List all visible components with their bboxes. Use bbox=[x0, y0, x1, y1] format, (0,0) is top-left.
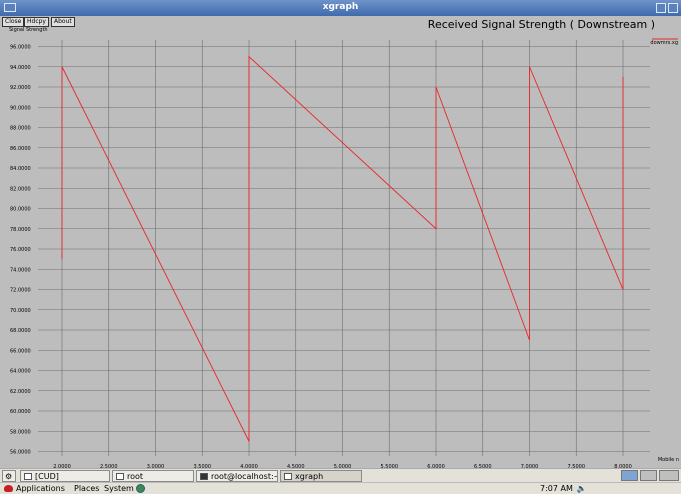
y-tick-label: 88.0000 bbox=[10, 126, 31, 132]
y-tick-label: 84.0000 bbox=[10, 166, 31, 172]
y-tick-label: 70.0000 bbox=[10, 308, 31, 314]
browser-launcher[interactable] bbox=[136, 484, 145, 494]
x-tick-label: 6.5000 bbox=[474, 464, 492, 468]
x-tick-label: 7.5000 bbox=[568, 464, 586, 468]
close-button[interactable]: Close bbox=[2, 17, 25, 27]
x-tick-label: 8.0000 bbox=[614, 464, 632, 468]
volume-icon[interactable]: 🔈 bbox=[576, 484, 587, 493]
web-browser-icon bbox=[136, 484, 145, 493]
applications-menu[interactable]: Applications bbox=[4, 484, 65, 493]
plot-area: Close Hdcpy About Received Signal Streng… bbox=[0, 16, 681, 468]
y-tick-label: 58.0000 bbox=[10, 429, 31, 435]
about-button[interactable]: About bbox=[51, 17, 75, 27]
y-tick-label: 80.0000 bbox=[10, 207, 31, 213]
y-tick-label: 92.0000 bbox=[10, 85, 31, 91]
window-menu-icon[interactable] bbox=[4, 3, 16, 12]
x-tick-label: 5.0000 bbox=[334, 464, 352, 468]
y-tick-label: 62.0000 bbox=[10, 389, 31, 395]
folder-icon bbox=[116, 473, 124, 480]
y-tick-label: 74.0000 bbox=[10, 267, 31, 273]
top-panel: Applications Places System 7:07 AM 🔈 bbox=[0, 482, 681, 494]
task-label: xgraph bbox=[295, 472, 324, 481]
task-xgraph[interactable]: xgraph bbox=[280, 470, 362, 482]
x-tick-label: 4.0000 bbox=[240, 464, 258, 468]
task-label: root@localhost:~ bbox=[211, 472, 278, 481]
signal-strength-chart: 56.0000 58.0000 60.0000 62.0000 64.0000 66.00… bbox=[10, 38, 678, 468]
x-tick-label: 5.5000 bbox=[381, 464, 399, 468]
y-tick-label: 56.0000 bbox=[10, 450, 31, 456]
y-tick-label: 72.0000 bbox=[10, 288, 31, 294]
system-menu[interactable]: System bbox=[104, 484, 134, 493]
task-terminal[interactable]: root@localhost:~ bbox=[196, 470, 278, 482]
y-tick-label: 96.0000 bbox=[10, 45, 31, 51]
y-tick-label: 82.0000 bbox=[10, 186, 31, 192]
clock-text: 7:07 AM bbox=[540, 484, 573, 493]
y-tick-label: 68.0000 bbox=[10, 328, 31, 334]
maximize-icon[interactable] bbox=[668, 3, 678, 13]
y-tick-label: 94.0000 bbox=[10, 65, 31, 71]
x-tick-label: 6.0000 bbox=[427, 464, 445, 468]
window-titlebar[interactable]: xgraph bbox=[0, 0, 681, 16]
y-tick-label: 90.0000 bbox=[10, 105, 31, 111]
y-tick-label: 64.0000 bbox=[10, 369, 31, 375]
red-hat-icon bbox=[4, 485, 13, 492]
window-title: xgraph bbox=[322, 2, 359, 12]
x-tick-label: 7.0000 bbox=[521, 464, 539, 468]
y-tick-label: 76.0000 bbox=[10, 247, 31, 253]
hdcpy-button[interactable]: Hdcpy bbox=[24, 17, 49, 27]
task-root[interactable]: root bbox=[112, 470, 194, 482]
window-icon bbox=[284, 473, 292, 480]
menu-label: Applications bbox=[16, 484, 65, 493]
terminal-icon bbox=[200, 473, 208, 480]
y-tick-label: 86.0000 bbox=[10, 146, 31, 152]
x-tick-label: 2.0000 bbox=[53, 464, 71, 468]
taskbar: ⚙ [CUD] root root@localhost:~ xgraph bbox=[0, 468, 681, 482]
x-tick-label: 2.5000 bbox=[100, 464, 118, 468]
x-tick-label: 3.5000 bbox=[194, 464, 212, 468]
task-label: [CUD] bbox=[35, 472, 59, 481]
show-desktop-button[interactable]: ⚙ bbox=[2, 470, 16, 482]
workspace-1[interactable] bbox=[621, 470, 638, 481]
legend-label: dowmrs.xg bbox=[650, 40, 678, 46]
window-icon bbox=[24, 473, 32, 480]
y-tick-label: 60.0000 bbox=[10, 409, 31, 415]
task-cud[interactable]: [CUD] bbox=[20, 470, 110, 482]
x-axis-label: Mobile n bbox=[657, 457, 679, 463]
minimize-icon[interactable] bbox=[656, 3, 666, 13]
chart-title: Received Signal Strength ( Downstream ) bbox=[427, 18, 655, 31]
y-axis-label: Signal Strength bbox=[9, 27, 48, 33]
x-tick-label: 4.5000 bbox=[287, 464, 305, 468]
clock[interactable]: 7:07 AM 🔈 bbox=[540, 484, 587, 493]
workspace-2[interactable] bbox=[640, 470, 657, 481]
task-label: root bbox=[127, 472, 144, 481]
y-tick-label: 78.0000 bbox=[10, 227, 31, 233]
signal-series-line bbox=[61, 55, 624, 442]
places-menu[interactable]: Places bbox=[74, 484, 100, 493]
y-tick-label: 66.0000 bbox=[10, 348, 31, 354]
workspace-3[interactable] bbox=[659, 470, 679, 481]
x-tick-label: 3.0000 bbox=[147, 464, 165, 468]
